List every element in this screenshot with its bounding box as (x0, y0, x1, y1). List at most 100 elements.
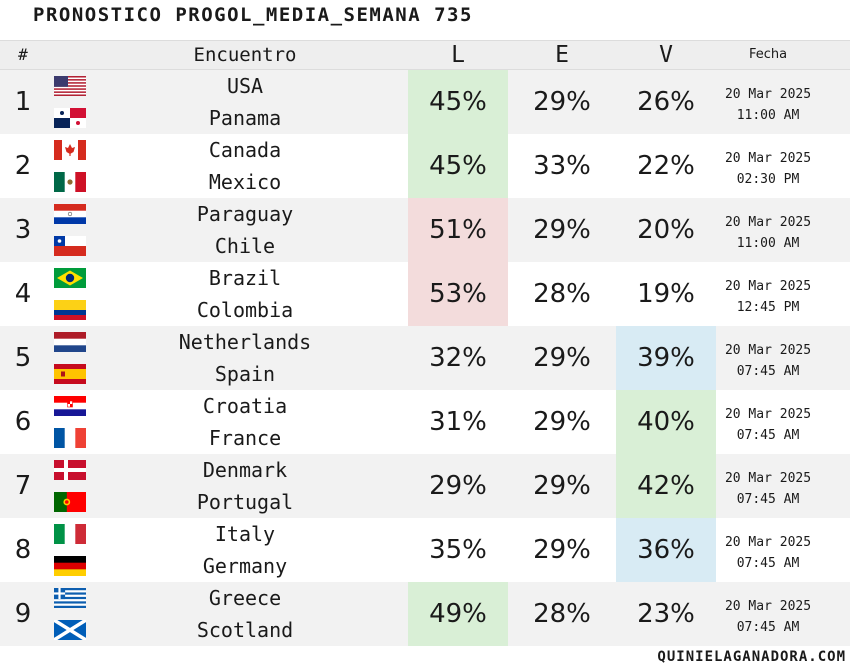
match-number: 1 (14, 87, 32, 117)
match-number: 9 (14, 599, 32, 629)
colombia-flag (54, 300, 86, 320)
away-team: Portugal (196, 490, 294, 514)
home-team: Netherlands (178, 330, 312, 354)
match-time: 07:45 AM (736, 492, 800, 507)
match-number: 5 (14, 343, 32, 373)
match-date: 20 Mar 2025 (724, 87, 812, 102)
header-encuentro: Encuentro (193, 44, 297, 66)
prob-v: 42% (616, 454, 716, 518)
prob-e: 28% (533, 599, 591, 629)
match-datetime: 20 Mar 2025 11:00 AM (718, 84, 818, 126)
match-datetime: 20 Mar 2025 02:30 PM (718, 148, 818, 190)
prob-v: 23% (637, 599, 695, 629)
header-fecha: Fecha (748, 47, 788, 62)
match-date: 20 Mar 2025 (724, 471, 812, 486)
paraguay-flag (54, 204, 86, 224)
netherlands-flag (54, 332, 86, 352)
table-row: 7 Denmark Portugal 29% 29% 42% 20 Mar 2025 07:4… (0, 454, 850, 518)
table-row: 4 Brazil Colombia 53% 28% 19% 20 Mar 2025 12:45… (0, 262, 850, 326)
table-row: 6 Croatia France 31% 29% 40% 20 Mar 2025 07:45 … (0, 390, 850, 454)
match-date: 20 Mar 2025 (724, 279, 812, 294)
prob-v: 39% (616, 326, 716, 390)
home-team: Italy (214, 522, 276, 546)
italy-flag (54, 524, 86, 544)
prob-e: 29% (533, 87, 591, 117)
match-datetime: 20 Mar 2025 07:45 AM (718, 468, 818, 510)
match-time: 11:00 AM (736, 108, 800, 123)
prob-e: 29% (533, 407, 591, 437)
match-datetime: 20 Mar 2025 07:45 AM (718, 340, 818, 382)
match-time: 07:45 AM (736, 428, 800, 443)
match-number: 6 (14, 407, 32, 437)
match-datetime: 20 Mar 2025 11:00 AM (718, 212, 818, 254)
match-time: 07:45 AM (736, 556, 800, 571)
france-flag (54, 428, 86, 448)
site-watermark: QUINIELAGANADORA.COM (657, 649, 846, 665)
croatia-flag (54, 396, 86, 416)
denmark-flag (54, 460, 86, 480)
prob-l: 45% (408, 134, 508, 198)
match-date: 20 Mar 2025 (724, 215, 812, 230)
prob-l: 49% (408, 582, 508, 646)
matches-table: 1 USA Panama 45% 29% 26% 20 Mar 2025 11:00 AM 2 C… (0, 70, 850, 646)
match-date: 20 Mar 2025 (724, 535, 812, 550)
prob-l: 51% (408, 198, 508, 262)
away-team: France (208, 426, 282, 450)
prob-l: 45% (408, 70, 508, 134)
germany-flag (54, 556, 86, 576)
away-team: Germany (202, 554, 288, 578)
table-row: 2 Canada Mexico 45% 33% 22% 20 Mar 2025 02:30 P… (0, 134, 850, 198)
match-date: 20 Mar 2025 (724, 151, 812, 166)
prob-v: 26% (637, 87, 695, 117)
prob-l: 32% (429, 343, 487, 373)
match-number: 3 (14, 215, 32, 245)
prob-e: 33% (533, 151, 591, 181)
prob-v: 36% (616, 518, 716, 582)
away-team: Panama (208, 106, 282, 130)
prob-v: 22% (637, 151, 695, 181)
greece-flag (54, 588, 86, 608)
table-row: 9 Greece Scotland 49% 28% 23% 20 Mar 2025 07:45… (0, 582, 850, 646)
prob-e: 28% (533, 279, 591, 309)
table-row: 1 USA Panama 45% 29% 26% 20 Mar 2025 11:00 AM (0, 70, 850, 134)
match-datetime: 20 Mar 2025 07:45 AM (718, 596, 818, 638)
prob-v: 20% (637, 215, 695, 245)
mexico-flag (54, 172, 86, 192)
scotland-flag (54, 620, 86, 640)
home-team: Greece (208, 586, 282, 610)
brazil-flag (54, 268, 86, 288)
match-number: 4 (14, 279, 32, 309)
away-team: Chile (214, 234, 276, 258)
match-date: 20 Mar 2025 (724, 599, 812, 614)
header-local: L (451, 42, 465, 68)
table-row: 8 Italy Germany 35% 29% 36% 20 Mar 2025 07:45 A… (0, 518, 850, 582)
match-date: 20 Mar 2025 (724, 407, 812, 422)
prob-e: 29% (533, 471, 591, 501)
home-team: Denmark (202, 458, 288, 482)
prob-e: 29% (533, 535, 591, 565)
spain-flag (54, 364, 86, 384)
portugal-flag (54, 492, 86, 512)
prob-e: 29% (533, 215, 591, 245)
match-number: 8 (14, 535, 32, 565)
page-title: PRONOSTICO PROGOL_MEDIA_SEMANA 735 (33, 4, 473, 26)
match-time: 07:45 AM (736, 620, 800, 635)
match-datetime: 20 Mar 2025 07:45 AM (718, 404, 818, 446)
panama-flag (54, 108, 86, 128)
canada-flag (54, 140, 86, 160)
header-number: # (18, 45, 28, 64)
home-team: Canada (208, 138, 282, 162)
prob-l: 35% (429, 535, 487, 565)
usa-flag (54, 76, 86, 96)
table-row: 5 Netherlands Spain 32% 29% 39% 20 Mar 2025 07:… (0, 326, 850, 390)
match-datetime: 20 Mar 2025 12:45 PM (718, 276, 818, 318)
match-date: 20 Mar 2025 (724, 343, 812, 358)
away-team: Colombia (196, 298, 294, 322)
match-time: 11:00 AM (736, 236, 800, 251)
home-team: USA (226, 74, 264, 98)
match-number: 7 (14, 471, 32, 501)
away-team: Mexico (208, 170, 282, 194)
table-header: # Encuentro L E V Fecha (0, 40, 850, 70)
away-team: Scotland (196, 618, 294, 642)
header-visitante: V (659, 42, 673, 68)
